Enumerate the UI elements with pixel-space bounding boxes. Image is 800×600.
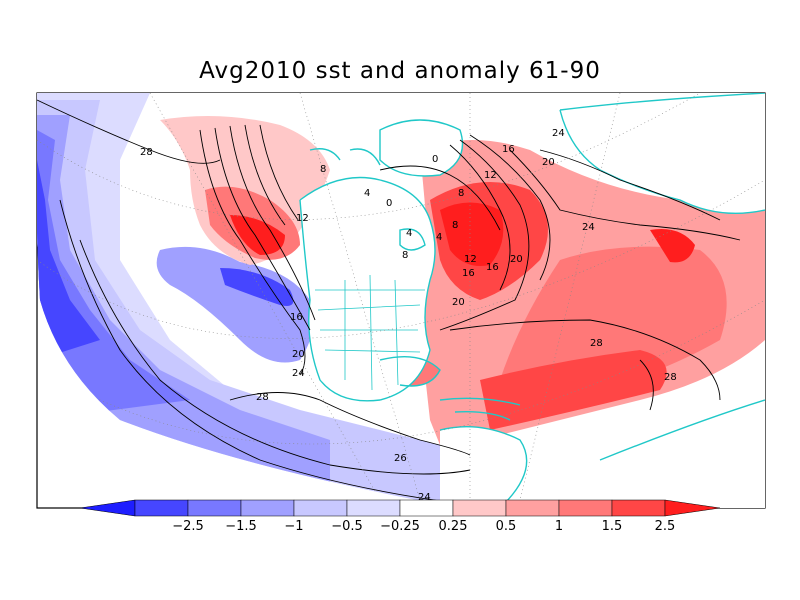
south-america-land — [440, 426, 527, 508]
colorbar-tick-label: 0.5 — [496, 519, 517, 534]
contour-label: 24 — [418, 492, 431, 503]
europe-land — [560, 93, 765, 214]
colorbar-arrow-low — [79, 499, 136, 517]
contour-label: 4 — [406, 228, 412, 239]
contour-label: 28 — [590, 338, 603, 349]
contour-label: 12 — [296, 213, 309, 224]
colorbar: −2.5 −1.5 −1 −0.5 −0.25 0.25 0.5 1 1.5 2.5 — [79, 499, 721, 534]
colorbar-tick-label: 2.5 — [655, 519, 676, 534]
greenland-land — [380, 120, 463, 176]
colorbar-tick-label: 1 — [555, 519, 563, 534]
north-america-land — [300, 177, 435, 401]
colorbar-tick-label: 1.5 — [602, 519, 623, 534]
contour-label: 4 — [436, 232, 442, 243]
colorbar-swatch — [399, 499, 454, 517]
contour-label: 20 — [542, 157, 555, 168]
contour-labels: 28 8 12 16 20 24 28 26 24 4 8 12 16 20 0… — [140, 128, 677, 503]
contour-label: 16 — [502, 144, 515, 155]
colorbar-swatch — [346, 499, 401, 517]
contour-label: 12 — [464, 254, 477, 265]
anomaly-blob-east — [650, 229, 695, 263]
colorbar-swatch — [558, 499, 613, 517]
colorbar-swatch — [134, 499, 189, 517]
colorbar-tick-label: −1 — [284, 519, 303, 534]
sst-contours — [36, 99, 741, 506]
graticule — [36, 93, 765, 508]
contour-label: 4 — [364, 188, 370, 199]
anomaly-blob-darkred — [230, 215, 285, 255]
colorbar-tick-label: 0.25 — [439, 519, 468, 534]
colorbar-tick-label: −0.25 — [380, 519, 420, 534]
contour-label: 26 — [394, 453, 407, 464]
map-title: Avg2010 sst and anomaly 61-90 — [199, 58, 601, 84]
contour-label: 20 — [452, 297, 465, 308]
contour-label: 8 — [320, 164, 326, 175]
colorbar-swatch — [293, 499, 348, 517]
anomaly-blob-darkblue — [220, 268, 294, 306]
contour-label: 20 — [292, 349, 305, 360]
anomaly-blob-blue — [156, 246, 314, 363]
colorbar-tick-label: −0.5 — [331, 519, 363, 534]
contour-label: 0 — [386, 198, 392, 209]
colorbar-arrow-high — [664, 499, 721, 517]
colorbar-tick-label: −1.5 — [225, 519, 257, 534]
colorbar-swatch — [611, 499, 666, 517]
contour-label: 12 — [484, 170, 497, 181]
contour-label: 8 — [452, 220, 458, 231]
contour-label: 28 — [256, 392, 269, 403]
anomaly-caribbean-red — [480, 350, 667, 430]
contour-label: 28 — [140, 147, 153, 158]
anomaly-band-blue4 — [37, 160, 100, 360]
contour-label: 8 — [402, 250, 408, 261]
contour-label: 24 — [292, 368, 305, 379]
colorbar-swatch — [452, 499, 507, 517]
contour-label: 28 — [664, 372, 677, 383]
contour-label: 20 — [510, 254, 523, 265]
colorbar-swatch — [240, 499, 295, 517]
contour-label: 16 — [462, 268, 475, 279]
colorbar-tick-label: −2.5 — [172, 519, 204, 534]
contour-label: 24 — [552, 128, 565, 139]
political-boundaries — [315, 274, 425, 391]
contour-label: 8 — [458, 188, 464, 199]
africa-land — [600, 400, 765, 508]
contour-label: 16 — [290, 312, 303, 323]
contour-label: 24 — [582, 222, 595, 233]
coastlines — [299, 93, 765, 508]
contour-label: 16 — [486, 262, 499, 273]
anomaly-atlantic-darkred — [440, 202, 504, 266]
contour-label: 0 — [432, 154, 438, 165]
colorbar-swatch — [187, 499, 242, 517]
colorbar-swatch — [505, 499, 560, 517]
